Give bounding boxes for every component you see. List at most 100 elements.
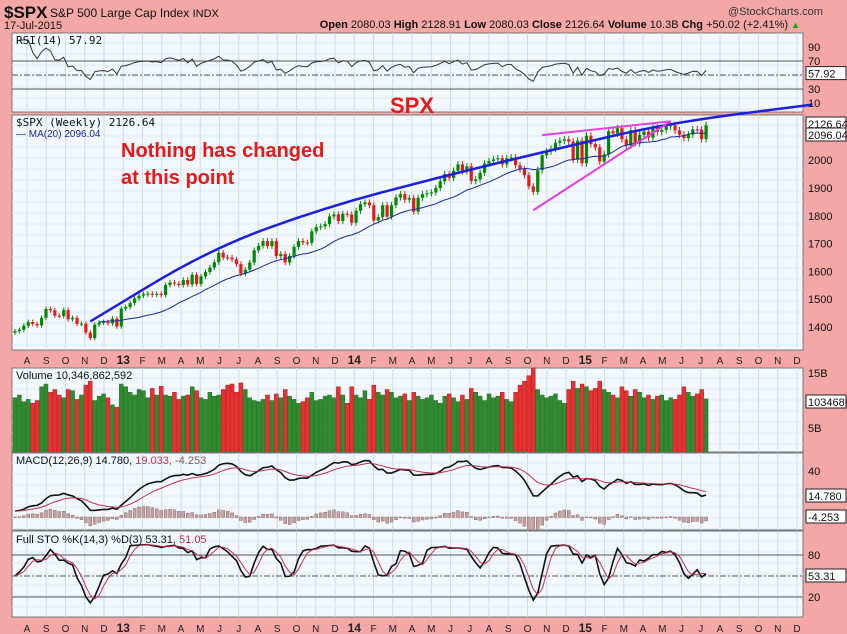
volume-bar [322,395,328,452]
candle-body [252,250,256,263]
volume-bar [703,398,709,452]
x-tick-label: M [427,356,435,367]
sto-last-label-box [805,568,847,583]
volume-bar [601,389,607,452]
x-tick-label: N [543,356,550,367]
macd-histogram-bar [629,516,633,518]
x-tick-label: A [409,356,416,367]
x-tick-label: A [178,624,185,634]
macd-histogram-bar [416,516,420,522]
volume-bar [340,394,346,452]
volume-bar [393,397,399,452]
macd-histogram-bar [571,515,575,518]
x-tick-label: D [562,356,569,367]
candle-body [106,321,110,324]
candle-body [234,259,239,265]
candle-body [177,283,181,286]
x-tick-label: J [236,356,241,367]
x-tick-label: J [217,624,222,634]
macd-histogram-bar [128,510,132,518]
candle-body [611,131,615,134]
macd-histogram-bar [363,513,367,518]
x-tick-label: F [601,356,607,367]
candle-body [305,242,309,244]
macd-histogram-bar [567,510,571,518]
rsi-tick-label: 70 [808,56,820,68]
chart-date: 17-Jul-2015 [4,20,63,32]
rsi-last-label: 57.92 [808,69,836,81]
macd-legend-part: MACD(12,26,9) 14.780, [16,455,132,467]
candle-body [132,298,137,304]
x-tick-label: F [601,624,607,634]
candle-body [257,245,261,251]
candle-body [664,126,668,130]
volume-bar [136,389,142,452]
volume-bar [70,390,75,452]
macd-histogram-bar [341,511,345,518]
macd-histogram-bar [398,516,403,518]
candle-body [691,129,695,135]
x-tick-label: A [717,624,724,634]
volume-bar [384,389,390,452]
price-series [13,121,708,341]
volume-bar [207,392,213,452]
candle-body [412,198,416,212]
volume-bar [150,388,155,452]
volume-bar [287,395,292,452]
macd-histogram-bar [115,516,119,520]
x-tick-label: S [736,624,743,634]
candle-body [208,267,212,272]
macd-histogram-bar [642,516,646,519]
x-tick-label: M [620,356,628,367]
macd-histogram-bar [500,516,504,519]
candle-body [482,163,487,173]
candle-body [31,321,35,324]
x-tick-label: J [679,356,684,367]
macd-histogram-bar [407,516,411,519]
x-tick-label: M [389,624,397,634]
chg-value: +50.02 (+2.41%) [706,19,789,31]
candle-body [677,130,682,135]
volume-bar [88,381,93,452]
wedge-upper-line [542,120,671,137]
volume-bar [283,389,288,452]
volume-bar [681,386,687,452]
macd-histogram-bar [456,510,460,518]
macd-histogram-bar [531,516,536,530]
volume-bar [482,400,487,452]
x-tick-label: M [158,624,166,634]
macd-hist-last-label: -4.253 [808,512,839,524]
candle-body [332,214,336,217]
macd-histogram-bar [137,506,141,518]
candle-body [567,139,571,142]
candle-body [62,310,66,316]
x-tick-label: O [293,356,301,367]
candle-body [598,147,602,162]
macd-histogram-bar [549,516,553,518]
volume-bar [646,394,651,452]
macd-histogram-bar [88,516,92,527]
panel-rsi [11,32,804,113]
volume-bar [624,390,629,452]
volume-bar [167,395,173,452]
macd-histogram-bar [633,516,637,520]
macd-histogram-bar [540,516,544,526]
candle-body [75,317,79,324]
volume-bar [176,399,182,452]
volume-bar [189,386,195,452]
candle-body [642,131,646,135]
x-tick-label: J [448,624,453,634]
volume-bar [495,395,501,452]
volume-label: Volume [607,19,647,31]
macd-histogram-bar [580,516,584,521]
macd-histogram-bar [310,516,314,518]
x-tick-label: S [274,624,281,634]
volume-bar [371,384,377,452]
x-tick-label: J [698,356,703,367]
macd-histogram-bar [84,516,88,524]
high-label: High [393,19,419,31]
macd-histogram-bar [97,516,101,523]
macd-histogram-bar [544,516,549,521]
x-tick-label: D [100,624,107,634]
candle-body [168,282,172,286]
